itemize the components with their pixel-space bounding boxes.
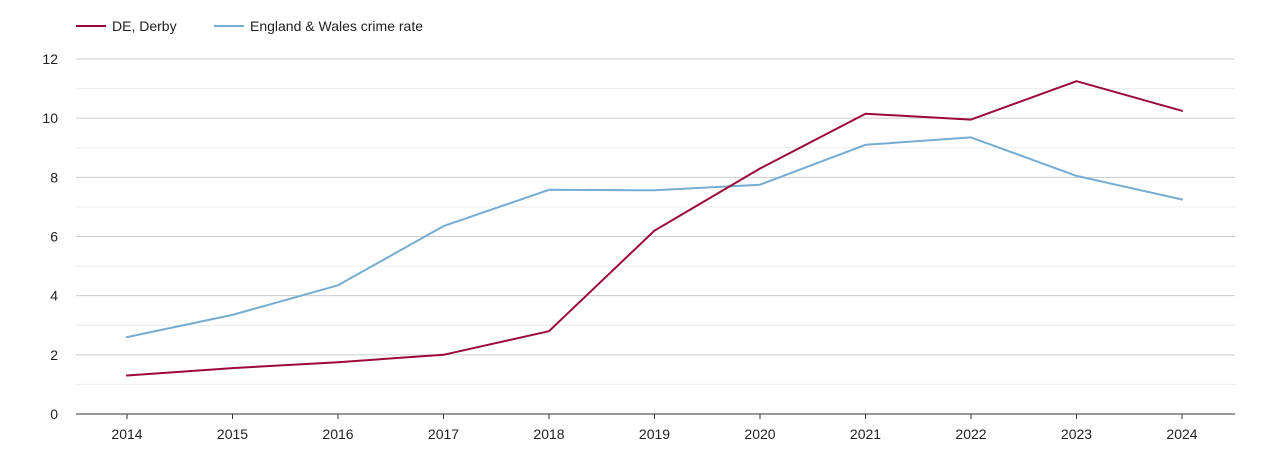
x-tick-label: 2020 bbox=[744, 426, 775, 442]
y-tick-label: 6 bbox=[50, 229, 58, 245]
series-line-derby[interactable] bbox=[126, 80, 1183, 377]
x-tick-label: 2022 bbox=[955, 426, 986, 442]
x-tick-label: 2021 bbox=[850, 426, 881, 442]
y-tick-label: 12 bbox=[42, 51, 58, 67]
x-tick-label: 2018 bbox=[533, 426, 564, 442]
gridlines bbox=[76, 58, 1235, 385]
x-tick-label: 2024 bbox=[1166, 426, 1197, 442]
y-tick-label: 10 bbox=[42, 110, 58, 126]
y-tick-label: 2 bbox=[50, 347, 58, 363]
x-tick-label: 2016 bbox=[322, 426, 353, 442]
x-tick-label: 2017 bbox=[428, 426, 459, 442]
legend: DE, Derby England & Wales crime rate bbox=[76, 18, 423, 34]
legend-label-derby: DE, Derby bbox=[112, 18, 177, 34]
x-axis: 2014 2015 2016 2017 2018 2019 2020 2021 2022 2023… bbox=[76, 413, 1235, 442]
series-line-england-wales[interactable] bbox=[126, 136, 1183, 339]
legend-label-england-wales: England & Wales crime rate bbox=[250, 18, 423, 34]
y-tick-label: 4 bbox=[50, 288, 58, 304]
y-tick-label: 0 bbox=[50, 406, 58, 422]
y-axis: 0 2 4 6 8 10 12 bbox=[42, 51, 58, 422]
series-layer bbox=[126, 80, 1183, 377]
x-tick-label: 2015 bbox=[217, 426, 248, 442]
x-tick-label: 2023 bbox=[1061, 426, 1092, 442]
x-tick-label: 2014 bbox=[111, 426, 142, 442]
x-tick-label: 2019 bbox=[639, 426, 670, 442]
y-tick-label: 8 bbox=[50, 169, 58, 185]
